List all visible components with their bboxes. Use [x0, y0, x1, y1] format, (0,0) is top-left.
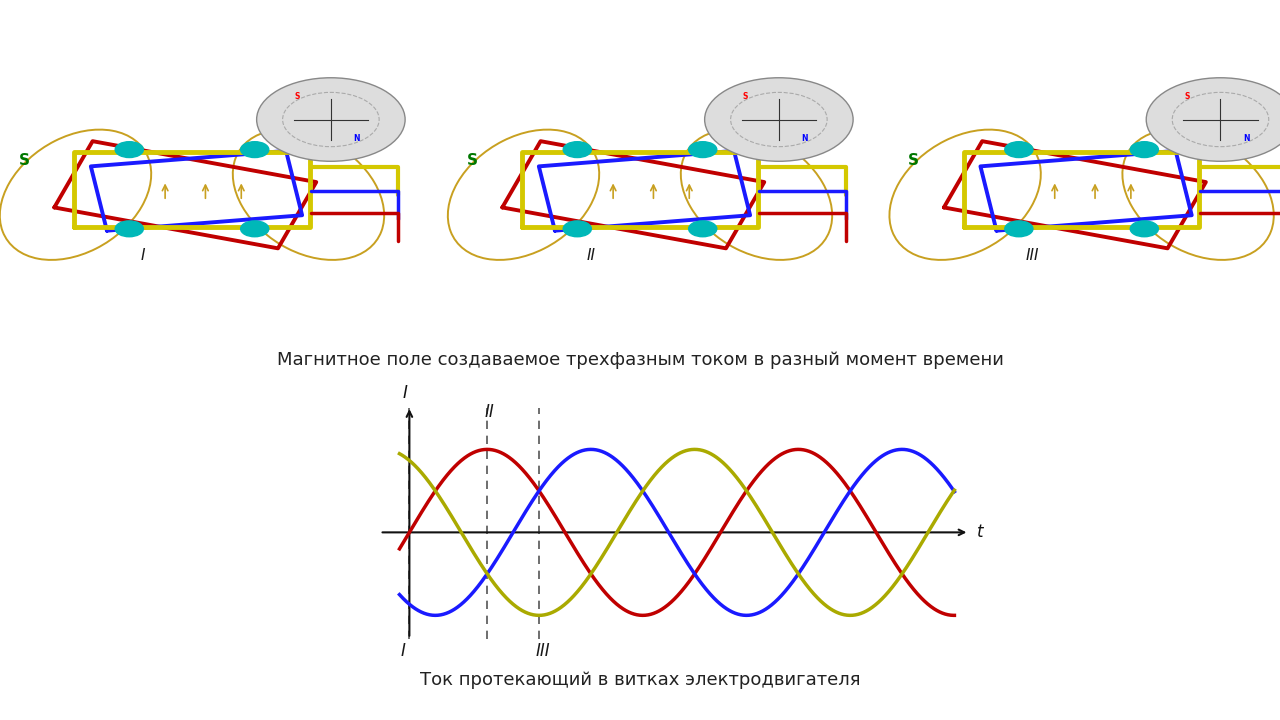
Circle shape: [689, 142, 717, 158]
Circle shape: [241, 221, 269, 237]
Circle shape: [1005, 142, 1033, 158]
Text: I: I: [141, 248, 145, 263]
Text: S: S: [18, 153, 29, 168]
Circle shape: [256, 78, 404, 161]
Text: I: I: [401, 642, 406, 660]
Text: I: I: [403, 384, 408, 402]
Circle shape: [563, 142, 591, 158]
Text: t: t: [977, 523, 983, 541]
Text: III: III: [1025, 248, 1039, 263]
Circle shape: [689, 221, 717, 237]
Text: Ток протекающий в витках электродвигателя: Ток протекающий в витках электродвигател…: [420, 671, 860, 690]
Circle shape: [1130, 221, 1158, 237]
Circle shape: [705, 78, 854, 161]
Text: III: III: [536, 642, 550, 660]
Circle shape: [241, 142, 269, 158]
Text: N: N: [801, 134, 808, 143]
Text: N: N: [353, 134, 360, 143]
Text: II: II: [586, 248, 595, 263]
Circle shape: [1146, 78, 1280, 161]
Text: N: N: [1243, 134, 1249, 143]
Circle shape: [563, 221, 591, 237]
Circle shape: [115, 142, 143, 158]
Circle shape: [1005, 221, 1033, 237]
Text: II: II: [485, 403, 494, 421]
Text: Магнитное поле создаваемое трехфазным током в разный момент времени: Магнитное поле создаваемое трехфазным то…: [276, 351, 1004, 369]
Circle shape: [115, 221, 143, 237]
Circle shape: [1130, 142, 1158, 158]
Text: S: S: [742, 92, 748, 101]
Text: S: S: [1184, 92, 1189, 101]
Text: S: S: [294, 92, 300, 101]
Text: S: S: [466, 153, 477, 168]
Text: S: S: [908, 153, 919, 168]
